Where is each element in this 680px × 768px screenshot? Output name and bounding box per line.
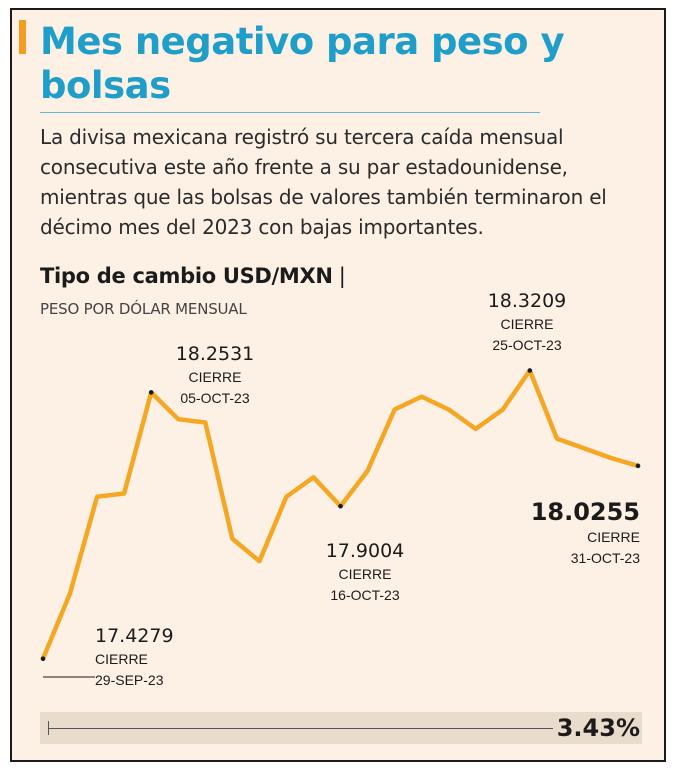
point-marker-31-oct-23 (635, 463, 641, 469)
annotation-value: 17.4279 (95, 625, 174, 647)
annotation-label: CIERRE (189, 369, 242, 385)
annotation-value: 18.0255 (531, 498, 640, 526)
headline-divider (40, 112, 540, 113)
headline-accent-bar (19, 20, 26, 54)
intro-text: La divisa mexicana registró su tercera c… (40, 125, 607, 239)
annotation-date: 29-SEP-23 (95, 672, 164, 688)
change-bar-track (48, 728, 553, 729)
monthly-change-bar: 3.43% (40, 712, 642, 744)
annotation-value: 17.9004 (326, 540, 405, 562)
annotation-label: CIERRE (501, 316, 554, 332)
annotation-value: 18.3209 (488, 290, 567, 312)
point-marker-25-oct-23 (527, 368, 533, 373)
annotation-label: CIERRE (339, 566, 392, 582)
chart-unit-label: PESO POR DÓLAR MENSUAL (40, 300, 247, 318)
headline: Mes negativo para peso y bolsas (40, 20, 565, 107)
point-marker-16-oct-23 (338, 503, 343, 509)
annotation-label: CIERRE (95, 651, 148, 667)
chart-title-separator: | (338, 264, 346, 288)
annotation-date: 16-OCT-23 (330, 587, 399, 603)
chart-title-row: Tipo de cambio USD/MXN | (40, 264, 346, 288)
point-marker-05-oct-23 (148, 390, 154, 395)
annotation-layer: 17.4279 CIERRE 29-SEP-23 18.2531 CIERRE 05-OC… (40, 290, 641, 688)
chart-title: Tipo de cambio USD/MXN (40, 264, 333, 288)
annotation-date: 25-OCT-23 (492, 337, 561, 353)
infographic-frame (10, 8, 666, 762)
annotation-value: 18.2531 (176, 343, 255, 365)
point-marker-29-sep-23 (40, 656, 46, 662)
annotation-date: 05-OCT-23 (180, 390, 249, 406)
annotation-date: 31-OCT-23 (571, 550, 640, 566)
monthly-change-value: 3.43% (556, 714, 640, 742)
annotation-label: CIERRE (587, 529, 640, 545)
